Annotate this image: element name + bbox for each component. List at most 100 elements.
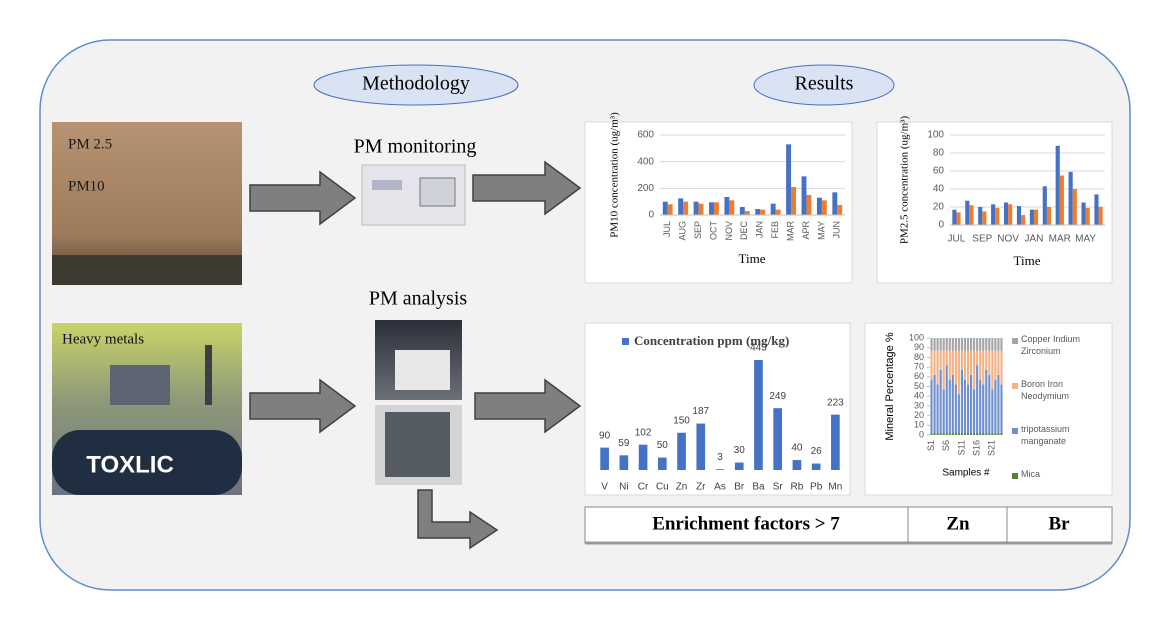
- bar: [696, 423, 706, 470]
- bar: [683, 201, 689, 215]
- bar-segment: [969, 374, 973, 434]
- bar-segment: [936, 338, 939, 351]
- x-tick-label: As: [714, 482, 726, 493]
- data-label: 26: [811, 446, 823, 457]
- y-tick-label: 600: [637, 130, 654, 141]
- bar-segment: [991, 389, 994, 434]
- device: [419, 177, 456, 207]
- y-tick-label: 70: [914, 361, 924, 371]
- bar-segment: [994, 338, 997, 351]
- bar-segment: [994, 379, 997, 434]
- bar-segment: [982, 338, 985, 351]
- x-tick-label: Zr: [696, 482, 706, 493]
- y-tick-label: 80: [914, 352, 924, 362]
- bar-segment: [942, 389, 945, 434]
- legend-swatch: [622, 338, 629, 345]
- bar: [1029, 209, 1034, 225]
- bar: [969, 205, 974, 225]
- arrows: [249, 160, 582, 550]
- bar: [956, 212, 961, 225]
- bar-segment: [933, 338, 936, 351]
- bar: [755, 209, 761, 215]
- x-tick-label: S16: [972, 440, 982, 456]
- bar-segment: [951, 350, 954, 375]
- legend-entry: tripotassium manganate: [1021, 424, 1070, 446]
- bar: [806, 195, 812, 215]
- bar-segment: [966, 384, 970, 434]
- bar-segment: [936, 384, 939, 434]
- x-tick-label: Sr: [773, 482, 784, 493]
- bar-segment: [960, 433, 964, 435]
- bar-segment: [939, 433, 942, 435]
- x-tick-label: Cu: [656, 482, 669, 493]
- arrow: [249, 378, 357, 434]
- bar-segment: [954, 433, 957, 435]
- bar-segment: [951, 374, 954, 434]
- bar-segment: [994, 433, 997, 435]
- bar-segment: [969, 338, 973, 351]
- x-tick-label: JUN: [832, 221, 842, 239]
- bar: [1033, 209, 1039, 225]
- bar: [791, 187, 796, 215]
- bar-segment: [988, 433, 991, 435]
- data-label: 102: [635, 427, 652, 438]
- bar: [729, 200, 735, 215]
- y-axis-label: PM10 concentration (ug/m³): [609, 112, 621, 238]
- y-tick-label: 20: [933, 202, 945, 213]
- x-tick-label: NOV: [997, 234, 1019, 245]
- photo: [110, 365, 170, 405]
- bar: [709, 202, 714, 215]
- bar: [775, 209, 781, 215]
- x-axis-label: Samples #: [942, 468, 990, 479]
- bar: [1008, 204, 1013, 225]
- x-tick-label: MAR: [1049, 234, 1071, 245]
- y-tick-label: 100: [927, 130, 944, 141]
- bar: [677, 432, 686, 470]
- y-tick-label: 80: [933, 148, 945, 159]
- bar-segment: [982, 350, 985, 385]
- bar-segment: [997, 374, 1000, 434]
- bar: [600, 447, 609, 470]
- x-tick-label: S6: [941, 440, 951, 451]
- x-tick-label: FEB: [770, 221, 780, 239]
- x-tick-label: OCT: [708, 221, 718, 241]
- bar: [1021, 215, 1026, 225]
- bar: [1068, 171, 1073, 225]
- bar: [982, 211, 987, 225]
- y-tick-label: 30: [914, 400, 924, 410]
- photo: [52, 255, 242, 285]
- bar: [837, 205, 843, 215]
- bar: [662, 201, 668, 215]
- bar: [832, 192, 838, 215]
- bar: [786, 144, 792, 215]
- bar-segment: [1000, 384, 1003, 434]
- y-tick-label: 40: [933, 184, 945, 195]
- bar-segment: [997, 338, 1000, 351]
- bar: [1094, 194, 1099, 225]
- x-axis-label: Time: [1014, 253, 1041, 268]
- bar: [1055, 145, 1060, 225]
- bar: [754, 360, 763, 470]
- bar-segment: [969, 433, 973, 435]
- bar-segment: [948, 433, 951, 435]
- data-label: 40: [791, 443, 803, 454]
- oval: [753, 64, 895, 106]
- x-tick-label: Ni: [619, 482, 628, 493]
- bar-segment: [945, 365, 948, 434]
- frame: [39, 39, 1131, 591]
- device: [385, 412, 450, 477]
- bar-segment: [973, 389, 976, 434]
- legend-label: Concentration ppm (mg/kg): [634, 333, 789, 348]
- bar-segment: [988, 350, 991, 375]
- x-tick-label: NOV: [724, 221, 734, 241]
- x-tick-label: S11: [956, 440, 966, 455]
- x-axis-label: Time: [739, 251, 766, 266]
- x-tick-label: MAY: [816, 221, 826, 240]
- step-label: PM analysis: [369, 288, 468, 310]
- bar: [739, 207, 745, 215]
- bar-segment: [966, 433, 970, 435]
- data-label: 50: [657, 440, 669, 451]
- bar-segment: [1000, 338, 1003, 351]
- bar-segment: [954, 338, 957, 351]
- bar-segment: [1000, 433, 1003, 435]
